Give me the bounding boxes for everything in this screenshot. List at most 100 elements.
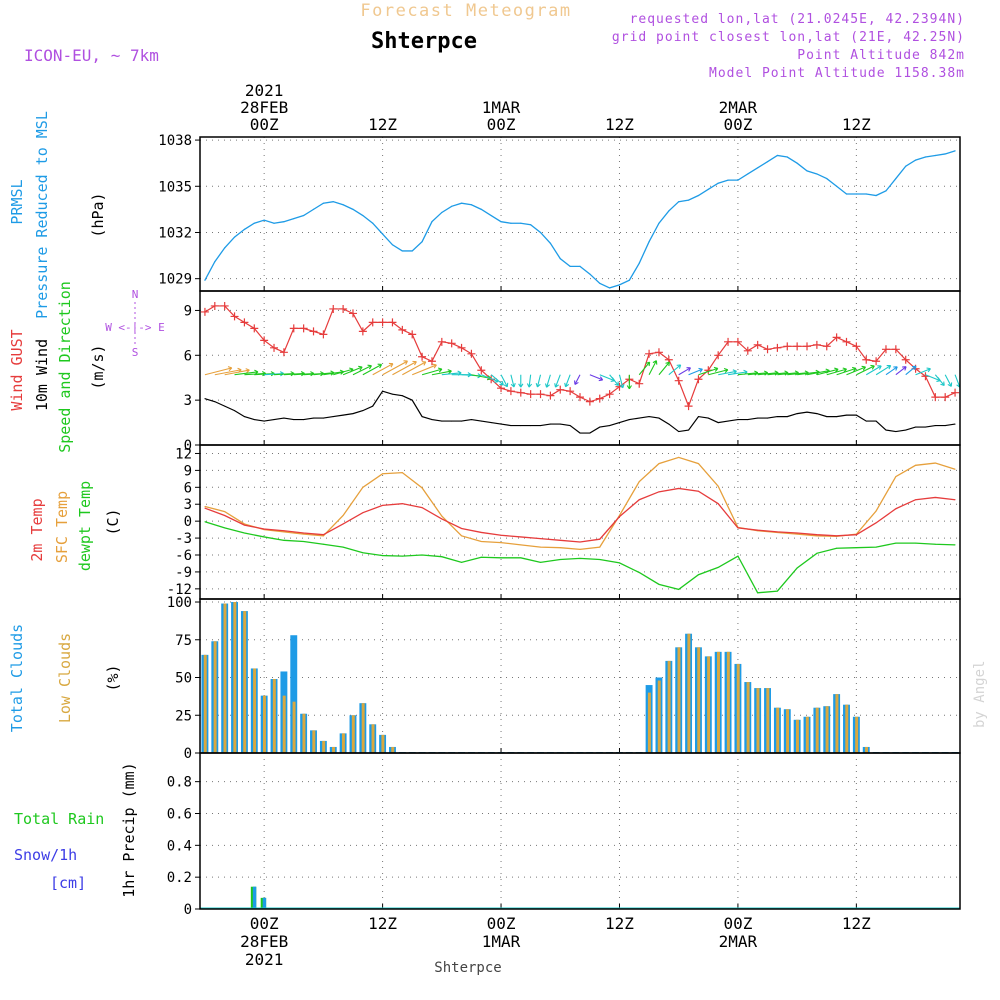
wind-speed-point [796, 413, 798, 415]
wind-speed-point [401, 395, 403, 397]
wind-gust-marker [319, 330, 328, 339]
wind-speed-point [530, 425, 532, 427]
sfc-temp-point [500, 542, 502, 544]
sfc-temp-point [717, 485, 719, 487]
pressure-point [451, 205, 453, 207]
wind-gust-marker [378, 318, 387, 327]
temp-2m-point [322, 534, 324, 536]
temp-2m-point [796, 532, 798, 534]
wind-gust-marker [803, 342, 812, 351]
low-clouds-bar [341, 733, 345, 753]
panel-frame [199, 444, 961, 600]
precip-legend-label: Total Rain [14, 810, 104, 828]
sfc-temp-point [638, 481, 640, 483]
top-time-label: 12Z [605, 115, 634, 134]
y-tick-label: 1035 [158, 179, 192, 195]
dewpt-temp-point [540, 561, 542, 563]
wind-gust-marker [408, 330, 417, 339]
dewpt-temp-point [342, 546, 344, 548]
wind-direction-arrow [885, 366, 898, 376]
pressure-point [322, 202, 324, 204]
low-clouds-bar [322, 740, 326, 753]
wind-speed-point [461, 420, 463, 422]
pressure-point [924, 156, 927, 158]
pressure-point [914, 159, 917, 161]
low-clouds-bar [272, 679, 276, 753]
sfc-temp-point [934, 462, 936, 464]
wind-gust-marker [546, 391, 555, 400]
bottom-time-label: 12Z [842, 914, 871, 933]
precip-label: 1hr Precip (mm) [120, 762, 138, 897]
gridpoint-coords: grid point closest lon,lat (21E, 42.25N) [612, 30, 965, 45]
bottom-time-label: 12Z [605, 914, 634, 933]
wind-direction-arrow [574, 374, 581, 385]
temp-2m-point [934, 496, 936, 498]
wind-gust-marker [901, 355, 910, 364]
pressure-point [934, 154, 936, 157]
sfc-temp-point [579, 548, 581, 550]
wind-speed-point [579, 432, 581, 434]
wind-speed-point [352, 413, 354, 415]
temp-2m-point [559, 539, 561, 541]
low-clouds-bar [657, 680, 661, 753]
temp-2m-point [401, 503, 403, 505]
wind-speed-point [737, 419, 739, 421]
wind-direction-arrow [638, 361, 651, 376]
wind-speed-point [697, 416, 699, 418]
wind-speed-point [786, 416, 788, 418]
wind-direction-arrow [865, 365, 882, 376]
y-tick-label: 75 [175, 633, 192, 649]
low-clouds-bar [726, 651, 730, 753]
plot-area-wind [200, 301, 960, 434]
wind-direction-arrow [915, 367, 931, 376]
wind-speed-point [628, 419, 630, 421]
pressure-point [510, 222, 512, 224]
dewpt-temp-point [638, 571, 640, 573]
bottom-time-label: 28FEB [240, 932, 288, 951]
wind-gust-marker [497, 384, 506, 393]
pressure-point [253, 222, 255, 224]
dewpt-temp-point [599, 559, 601, 561]
wind-speed-point [293, 419, 295, 421]
low-clouds-bar [223, 603, 227, 753]
wind-speed-point [688, 429, 690, 431]
low-clouds-bar [381, 734, 385, 753]
dewpt-temp-point [559, 559, 561, 561]
wind-direction-arrow [895, 366, 907, 376]
wind-direction-arrow [412, 363, 437, 376]
wind-gust-marker [250, 324, 259, 333]
wind-speed-point [599, 426, 601, 428]
low-clouds-bar [312, 730, 316, 753]
wind-direction-arrow [500, 374, 509, 388]
temp-2m-point [421, 507, 423, 509]
top-time-label: 2021 [245, 81, 284, 100]
sfc-temp-point [401, 472, 403, 474]
wind-10m-label: 10m Wind [33, 339, 51, 411]
wind-speed-point [717, 422, 719, 424]
wind-speed-point [204, 398, 206, 400]
wind-speed-point [283, 417, 285, 419]
wind-direction-arrow [609, 374, 620, 387]
wind-speed-point [757, 417, 759, 419]
top-time-label: 00Z [723, 115, 752, 134]
dewpt-temp-point [717, 566, 719, 568]
temp-2m-point [441, 518, 443, 520]
wind-gust-marker [210, 301, 219, 310]
wind-direction-arrow [668, 364, 682, 376]
dewpt-temp-point [816, 552, 818, 554]
dewpt-temp-point [697, 574, 699, 576]
low-clouds-bar [855, 716, 859, 753]
low-clouds-bar [213, 641, 217, 753]
temp-2m-point [954, 499, 956, 501]
top-time-label: 12Z [368, 115, 397, 134]
total-clouds-bar [290, 635, 298, 753]
pressure-point [816, 173, 818, 175]
pressure-point [905, 165, 907, 167]
wind-speed-point [540, 425, 542, 427]
dewpt-temp-point [776, 590, 778, 592]
wind-speed-point [234, 410, 236, 412]
temp-2m-point [362, 512, 364, 514]
dewpt-temp-point [737, 555, 739, 557]
y-tick-label: 12 [175, 446, 192, 462]
total-clouds-label: Total Clouds [8, 624, 26, 732]
